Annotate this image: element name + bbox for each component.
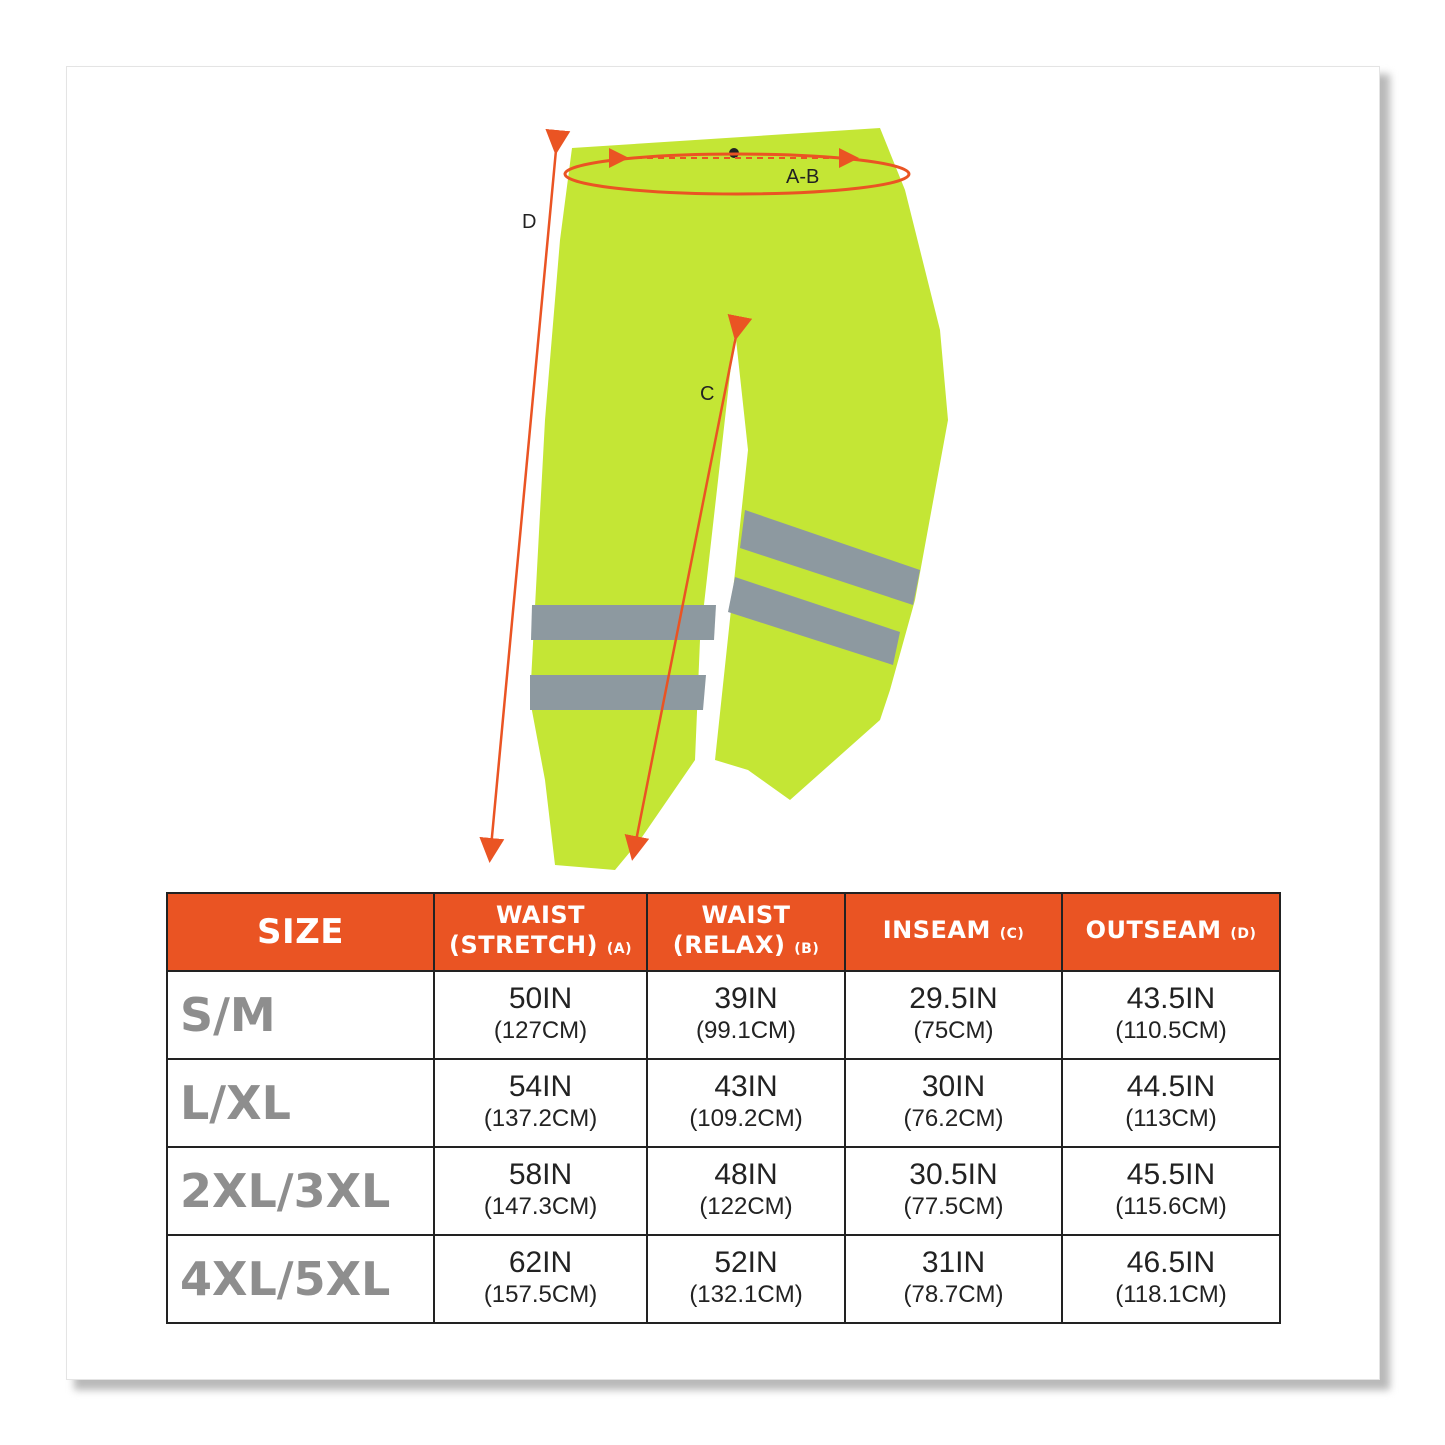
inch-value: 31IN (921, 1246, 986, 1279)
cm-value: (75CM) (913, 1017, 994, 1044)
measurement-cell: 39IN (99.1CM) (646, 970, 846, 1060)
inch-value: 29.5IN (909, 982, 998, 1015)
inch-value: 48IN (714, 1158, 778, 1191)
cm-value: (157.5CM) (483, 1281, 598, 1308)
measurement-cell: 43.5IN (110.5CM) (1061, 970, 1281, 1060)
cm-value: (127CM) (493, 1017, 588, 1044)
pants-image (530, 128, 948, 870)
measurement-cell: 58IN (147.3CM) (433, 1146, 648, 1236)
inch-value: 44.5IN (1126, 1070, 1216, 1103)
inch-value: 39IN (714, 982, 778, 1015)
inch-value: 30IN (921, 1070, 986, 1103)
cm-value: (122CM) (699, 1193, 793, 1220)
measurement-cell: 31IN (78.7CM) (844, 1234, 1063, 1324)
measurement-cell: 30.5IN (77.5CM) (844, 1146, 1063, 1236)
table-row: 2XL/3XL 58IN (147.3CM) 48IN (122CM) 30.5IN (77… (166, 1146, 1281, 1236)
cm-value: (76.2CM) (903, 1105, 1004, 1132)
cm-value: (115.6CM) (1115, 1193, 1227, 1220)
measurement-cell: 45.5IN (115.6CM) (1061, 1146, 1281, 1236)
measurement-cell: 62IN (157.5CM) (433, 1234, 648, 1324)
outseam-arrow (479, 128, 571, 863)
inch-value: 46.5IN (1126, 1246, 1216, 1279)
cm-value: (77.5CM) (903, 1193, 1004, 1220)
header-size: SIZE (166, 892, 435, 972)
inseam-arrow (624, 313, 753, 861)
header-waist-relax: WAIST (RELAX) (B) (646, 892, 846, 972)
inch-value: 58IN (508, 1158, 573, 1191)
measurement-cell: 43IN (109.2CM) (646, 1058, 846, 1148)
cm-value: (132.1CM) (689, 1281, 803, 1308)
cm-value: (118.1CM) (1115, 1281, 1227, 1308)
inch-value: 43.5IN (1126, 982, 1216, 1015)
cm-value: (109.2CM) (689, 1105, 803, 1132)
inch-value: 50IN (508, 982, 573, 1015)
size-cell: 2XL/3XL (166, 1146, 435, 1236)
size-cell: 4XL/5XL (166, 1234, 435, 1324)
measurement-cell: 29.5IN (75CM) (844, 970, 1063, 1060)
size-table: SIZE WAIST (STRETCH) (A) WAIST (RELAX) (… (166, 892, 1281, 1324)
cm-value: (113CM) (1125, 1105, 1217, 1132)
measurement-cell: 46.5IN (118.1CM) (1061, 1234, 1281, 1324)
measurement-cell: 50IN (127CM) (433, 970, 648, 1060)
reflective-band (530, 675, 706, 710)
measurement-cell: 30IN (76.2CM) (844, 1058, 1063, 1148)
cm-value: (78.7CM) (903, 1281, 1004, 1308)
size-cell: L/XL (166, 1058, 435, 1148)
table-row: L/XL 54IN (137.2CM) 43IN (109.2CM) 30IN (76.2C… (166, 1058, 1281, 1148)
measurement-cell: 52IN (132.1CM) (646, 1234, 846, 1324)
waist-label: A-B (786, 166, 820, 188)
cm-value: (99.1CM) (695, 1017, 797, 1044)
table-row: 4XL/5XL 62IN (157.5CM) 52IN (132.1CM) 31IN (78… (166, 1234, 1281, 1324)
inseam-label: C (700, 383, 715, 405)
inch-value: 30.5IN (909, 1158, 998, 1191)
measurement-cell: 48IN (122CM) (646, 1146, 846, 1236)
table-header-row: SIZE WAIST (STRETCH) (A) WAIST (RELAX) (… (166, 892, 1281, 972)
measurement-cell: 54IN (137.2CM) (433, 1058, 648, 1148)
measurement-cell: 44.5IN (113CM) (1061, 1058, 1281, 1148)
inch-value: 45.5IN (1126, 1158, 1216, 1191)
reflective-band (740, 510, 920, 605)
header-outseam: OUTSEAM (D) (1061, 892, 1281, 972)
pants-diagram (479, 128, 948, 870)
table-row: S/M 50IN (127CM) 39IN (99.1CM) 29.5IN (75CM) 43… (166, 970, 1281, 1060)
header-inseam: INSEAM (C) (844, 892, 1063, 972)
reflective-band (728, 577, 900, 665)
cm-value: (147.3CM) (483, 1193, 598, 1220)
size-cell: S/M (166, 970, 435, 1060)
header-waist-stretch: WAIST (STRETCH) (A) (433, 892, 648, 972)
inch-value: 52IN (714, 1246, 778, 1279)
cm-value: (137.2CM) (483, 1105, 598, 1132)
cm-value: (110.5CM) (1115, 1017, 1227, 1044)
inch-value: 62IN (508, 1246, 573, 1279)
reflective-band (531, 605, 716, 640)
outseam-label: D (522, 211, 537, 233)
inch-value: 43IN (714, 1070, 778, 1103)
inch-value: 54IN (508, 1070, 573, 1103)
